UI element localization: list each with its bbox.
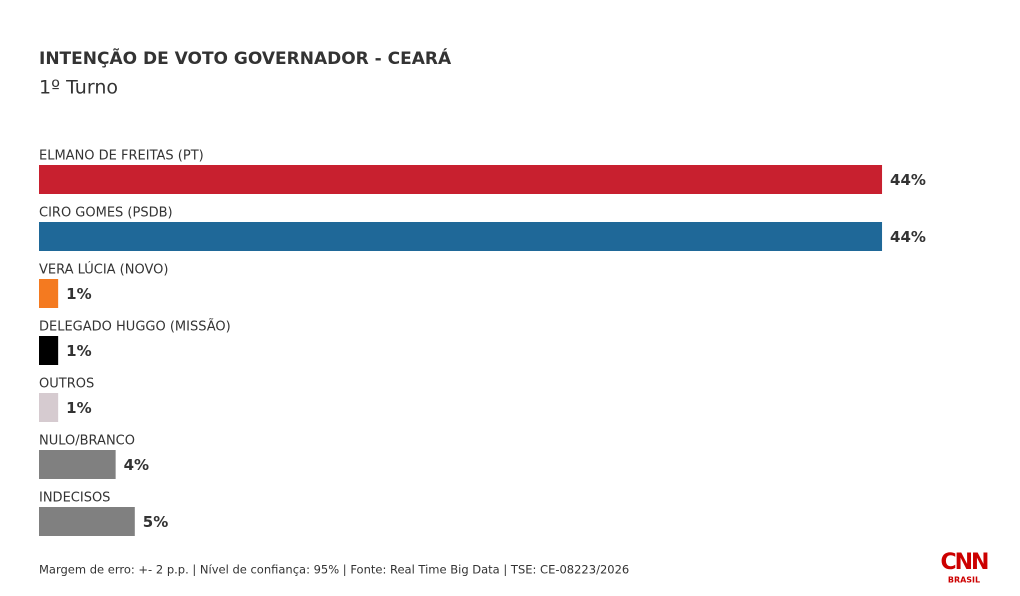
bar — [39, 165, 883, 194]
chart-subtitle: 1º Turno — [39, 77, 118, 99]
value-label: 4% — [124, 456, 149, 474]
bar — [39, 336, 59, 365]
category-label: INDECISOS — [39, 491, 110, 506]
footnote: Margem de erro: +- 2 p.p. | Nível de con… — [39, 563, 629, 577]
brand-sub: BRASIL — [948, 576, 980, 585]
value-label: 1% — [66, 342, 91, 360]
category-label: DELEGADO HUGGO (MISSÃO) — [39, 319, 231, 335]
bar — [39, 507, 135, 536]
category-label: CIRO GOMES (PSDB) — [39, 206, 173, 221]
category-label: OUTROS — [39, 377, 94, 392]
brand-logo: CNN — [941, 550, 989, 575]
bar — [39, 279, 59, 308]
bar — [39, 450, 116, 479]
value-label: 1% — [66, 399, 91, 417]
chart-title: INTENÇÃO DE VOTO GOVERNADOR - CEARÁ — [39, 46, 452, 69]
bar — [39, 393, 59, 422]
value-label: 5% — [143, 513, 168, 531]
value-label: 1% — [66, 285, 91, 303]
category-label: NULO/BRANCO — [39, 434, 135, 449]
bar — [39, 222, 883, 251]
value-label: 44% — [890, 228, 926, 246]
category-label: VERA LÚCIA (NOVO) — [39, 262, 168, 278]
value-label: 44% — [890, 171, 926, 189]
category-label: ELMANO DE FREITAS (PT) — [39, 149, 204, 164]
